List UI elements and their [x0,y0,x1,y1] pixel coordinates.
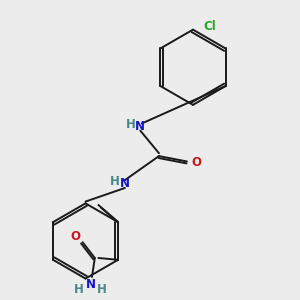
Text: H: H [97,283,107,296]
Text: N: N [120,177,130,190]
Text: H: H [126,118,136,131]
Text: Cl: Cl [203,20,216,33]
Text: O: O [70,230,80,243]
Text: H: H [110,175,120,188]
Text: H: H [74,283,84,296]
Text: O: O [192,156,202,169]
Text: N: N [135,120,145,133]
Text: N: N [85,278,95,291]
